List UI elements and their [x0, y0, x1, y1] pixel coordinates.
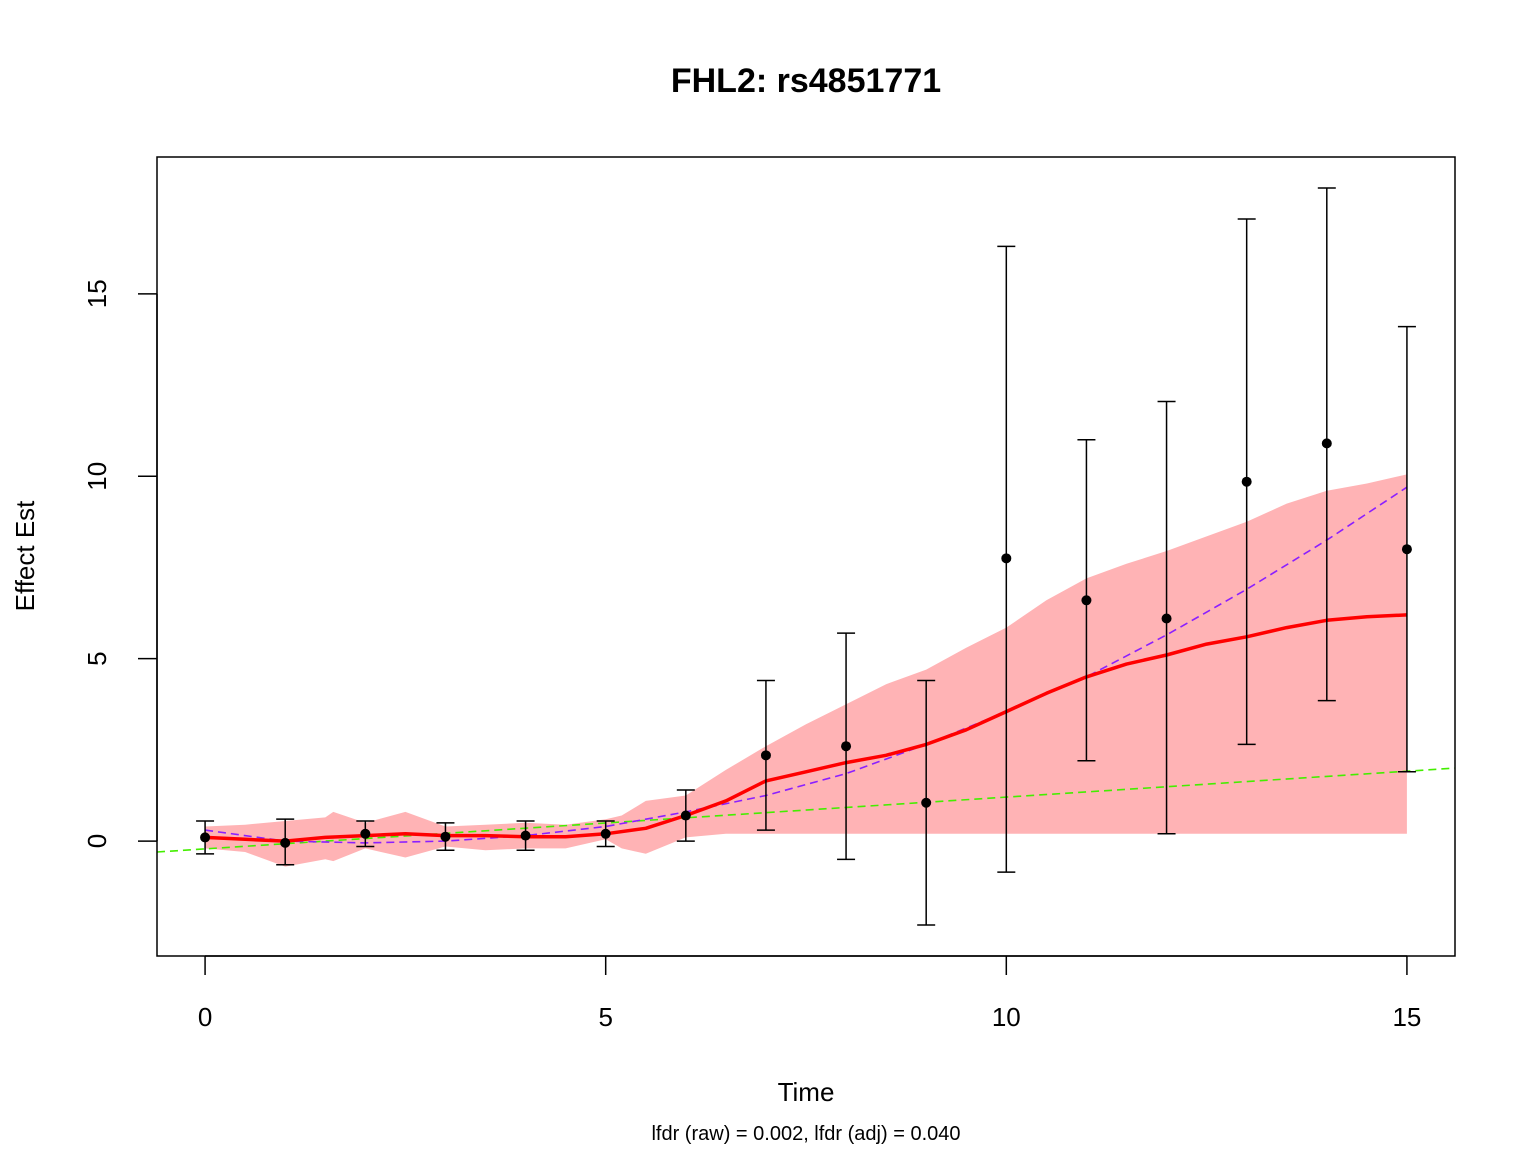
x-axis: 0 5 10 15 — [198, 955, 1421, 1032]
y-axis: 0 5 10 15 — [82, 279, 158, 848]
y-axis-label: Effect Est — [10, 500, 40, 612]
data-point-9 — [921, 797, 932, 808]
lfdr-subtitle: lfdr (raw) = 0.002, lfdr (adj) = 0.040 — [651, 1123, 960, 1145]
data-point-10 — [1001, 553, 1012, 564]
data-point-4 — [520, 830, 531, 841]
data-points-layer — [200, 438, 1412, 848]
confidence-band-layer — [205, 474, 1407, 867]
data-point-13 — [1241, 476, 1252, 487]
data-point-11 — [1081, 595, 1092, 606]
linear-fit-line — [156, 767, 1456, 853]
data-point-14 — [1321, 438, 1332, 449]
data-point-12 — [1161, 613, 1172, 624]
y-tick-label-0: 0 — [82, 834, 112, 848]
x-axis-label: Time — [778, 1077, 835, 1107]
data-point-15 — [1401, 544, 1412, 555]
data-point-3 — [440, 831, 451, 842]
data-point-6 — [680, 810, 691, 821]
fit-lines-layer — [156, 486, 1456, 853]
data-point-0 — [200, 832, 211, 843]
data-point-5 — [600, 828, 611, 839]
smooth-fit-line — [205, 613, 1407, 843]
y-tick-label-15: 15 — [82, 279, 112, 308]
chart-title: FHL2: rs4851771 — [671, 62, 941, 100]
data-point-1 — [280, 837, 291, 848]
x-tick-label-10: 10 — [992, 1002, 1021, 1032]
y-tick-label-10: 10 — [82, 462, 112, 491]
x-tick-label-5: 5 — [598, 1002, 612, 1032]
x-tick-label-0: 0 — [198, 1002, 212, 1032]
data-point-7 — [760, 750, 771, 761]
quadratic-fit-line — [204, 486, 1408, 844]
data-point-2 — [360, 828, 371, 839]
data-point-8 — [841, 741, 852, 752]
y-tick-label-5: 5 — [82, 651, 112, 665]
confidence-band — [205, 474, 1407, 867]
x-tick-label-15: 15 — [1392, 1002, 1421, 1032]
